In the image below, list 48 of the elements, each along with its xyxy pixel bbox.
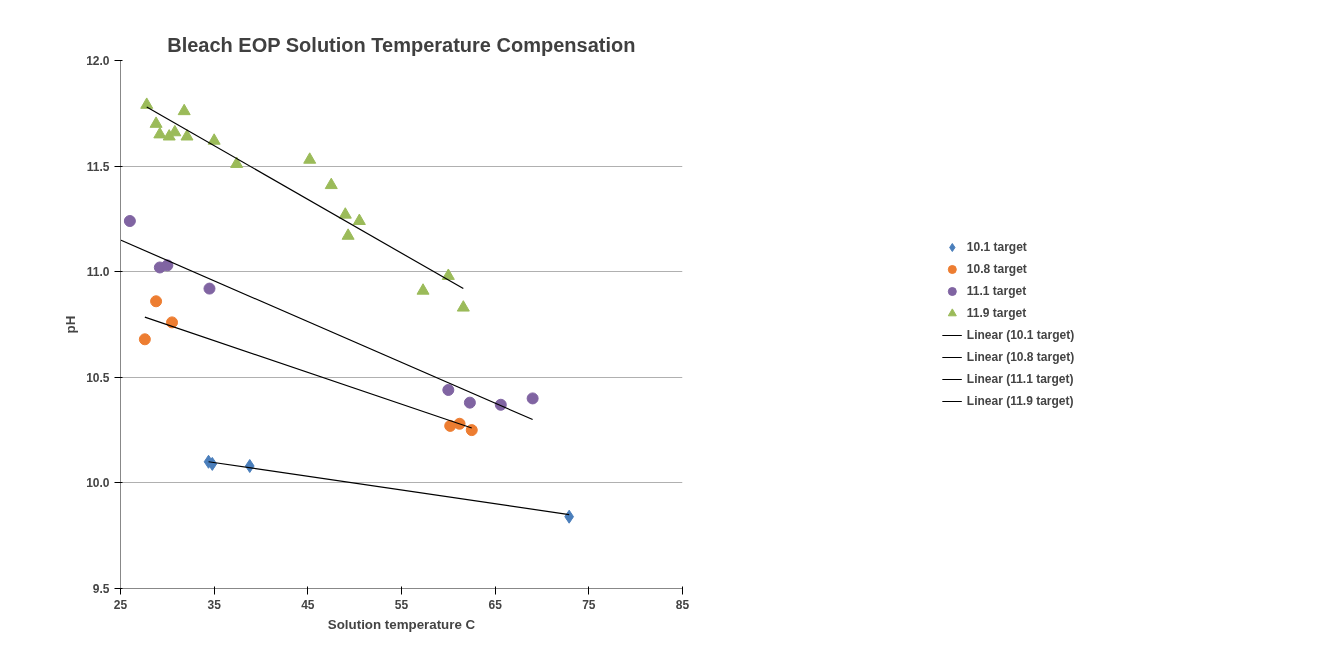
point [180, 129, 194, 141]
x-tick-label: 65 [488, 597, 503, 612]
x-tick-label: 45 [301, 597, 315, 612]
y-tick-label: 11.0 [86, 265, 110, 280]
x-tick-label: 25 [113, 597, 128, 612]
x-tick-label: 85 [675, 597, 690, 612]
x-tick-label: 75 [582, 597, 596, 612]
x-axis-title: Solution temperature C [327, 616, 476, 632]
point [338, 207, 352, 219]
point [149, 116, 163, 128]
point [303, 152, 317, 164]
point [465, 424, 478, 437]
point [207, 133, 221, 145]
point [161, 259, 174, 272]
point [463, 396, 476, 409]
point [341, 228, 355, 240]
point [456, 300, 470, 312]
point [153, 126, 167, 139]
point [526, 392, 539, 405]
legend-label: 11.1 target [966, 284, 1027, 298]
y-tick-label: 11.5 [86, 159, 110, 174]
legend-label: Linear (11.9 target) [966, 394, 1074, 408]
point [123, 215, 136, 227]
point [168, 124, 182, 137]
point [138, 333, 151, 346]
x-tick-label: 35 [207, 597, 222, 612]
legend-label: Linear (10.1 target) [966, 328, 1075, 342]
y-tick-label: 9.5 [92, 582, 110, 596]
y-axis-title: pH [63, 315, 79, 334]
legend-label: 10.1 target [966, 240, 1027, 254]
y-tick-label: 12.0 [86, 54, 110, 68]
y-tick-label: 10.0 [86, 476, 110, 491]
chart-title: Bleach EOP Solution Temperature Compensation [167, 33, 636, 56]
point [324, 177, 338, 190]
point [442, 383, 455, 396]
point [150, 295, 163, 308]
legend-label: Linear (10.8 target) [966, 350, 1075, 364]
point [352, 213, 366, 225]
point [177, 103, 191, 116]
point [416, 283, 430, 295]
x-tick-label: 55 [394, 597, 409, 612]
point [140, 97, 154, 109]
legend-label: 10.8 target [966, 262, 1027, 276]
legend-label: 11.9 target [966, 306, 1027, 320]
point [230, 156, 244, 168]
point [203, 282, 216, 295]
y-tick-label: 10.5 [86, 370, 110, 385]
legend-label: Linear (11.1 target) [966, 372, 1074, 386]
